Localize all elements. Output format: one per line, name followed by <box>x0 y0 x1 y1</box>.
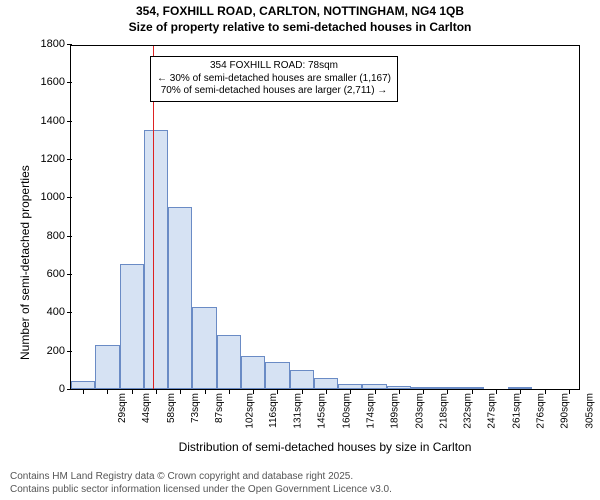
x-tick-label: 261sqm <box>511 393 522 429</box>
y-tick-label: 1800 <box>41 38 71 50</box>
x-tick-label: 73sqm <box>190 393 201 423</box>
histogram-bar <box>71 381 95 389</box>
x-tick-mark <box>350 389 351 394</box>
chart-title: 354, FOXHILL ROAD, CARLTON, NOTTINGHAM, … <box>0 4 600 35</box>
x-tick-label: 218sqm <box>438 393 449 429</box>
annotation-line-1: 354 FOXHILL ROAD: 78sqm <box>157 60 391 73</box>
x-tick-label: 203sqm <box>414 393 425 429</box>
annotation-line-2: ← 30% of semi-detached houses are smalle… <box>157 73 391 86</box>
x-tick-mark <box>180 389 181 394</box>
title-line-1: 354, FOXHILL ROAD, CARLTON, NOTTINGHAM, … <box>0 4 600 20</box>
histogram-bar <box>168 207 192 389</box>
x-tick-mark <box>520 389 521 394</box>
x-tick-mark <box>107 389 108 394</box>
y-tick-label: 0 <box>59 383 71 395</box>
y-axis-label: Number of semi-detached properties <box>18 165 32 360</box>
x-tick-label: 145sqm <box>317 393 328 429</box>
y-tick-label: 1000 <box>41 191 71 203</box>
histogram-bar <box>241 356 265 389</box>
y-tick-label: 200 <box>47 345 71 357</box>
y-tick-label: 400 <box>47 306 71 318</box>
x-tick-mark <box>496 389 497 394</box>
x-tick-label: 29sqm <box>117 393 128 423</box>
footer-attribution: Contains HM Land Registry data © Crown c… <box>10 470 392 496</box>
x-tick-label: 116sqm <box>268 393 279 428</box>
x-axis-label: Distribution of semi-detached houses by … <box>70 440 580 454</box>
x-tick-mark <box>399 389 400 394</box>
x-tick-label: 247sqm <box>487 393 498 429</box>
x-tick-label: 290sqm <box>560 393 571 429</box>
x-tick-label: 189sqm <box>390 393 401 429</box>
x-tick-mark <box>472 389 473 394</box>
x-tick-mark <box>277 389 278 394</box>
x-tick-label: 44sqm <box>141 393 152 423</box>
x-tick-label: 305sqm <box>584 393 595 429</box>
x-tick-mark <box>569 389 570 394</box>
x-tick-label: 232sqm <box>463 393 474 429</box>
x-tick-label: 102sqm <box>244 393 255 429</box>
chart-container: { "title_line1": "354, FOXHILL ROAD, CAR… <box>0 0 600 500</box>
y-tick-label: 800 <box>47 230 71 242</box>
annotation-box: 354 FOXHILL ROAD: 78sqm ← 30% of semi-de… <box>150 56 398 102</box>
histogram-bar <box>120 264 144 389</box>
y-tick-label: 1200 <box>41 153 71 165</box>
x-tick-mark <box>253 389 254 394</box>
histogram-bar <box>290 370 314 389</box>
x-tick-mark <box>423 389 424 394</box>
histogram-bar <box>144 130 168 389</box>
histogram-bar <box>314 378 338 390</box>
footer-line-2: Contains public sector information licen… <box>10 483 392 496</box>
x-tick-label: 276sqm <box>536 393 547 429</box>
x-tick-mark <box>375 389 376 394</box>
x-tick-mark <box>205 389 206 394</box>
x-tick-mark <box>83 389 84 394</box>
y-tick-label: 1400 <box>41 115 71 127</box>
x-tick-mark <box>302 389 303 394</box>
x-tick-mark <box>229 389 230 394</box>
x-tick-label: 160sqm <box>341 393 352 429</box>
y-tick-label: 1600 <box>41 76 71 88</box>
x-tick-mark <box>132 389 133 394</box>
annotation-line-3: 70% of semi-detached houses are larger (… <box>157 85 391 98</box>
footer-line-1: Contains HM Land Registry data © Crown c… <box>10 470 392 483</box>
x-tick-mark <box>447 389 448 394</box>
x-tick-mark <box>156 389 157 394</box>
x-tick-label: 174sqm <box>366 393 377 429</box>
title-line-2: Size of property relative to semi-detach… <box>0 20 600 36</box>
histogram-bar <box>217 335 241 389</box>
x-tick-mark <box>545 389 546 394</box>
histogram-bar <box>95 345 119 389</box>
x-tick-label: 58sqm <box>166 393 177 423</box>
x-tick-mark <box>326 389 327 394</box>
y-tick-label: 600 <box>47 268 71 280</box>
x-tick-label: 87sqm <box>214 393 225 423</box>
histogram-bar <box>192 307 216 389</box>
x-tick-label: 131sqm <box>293 393 304 429</box>
histogram-bar <box>265 362 289 389</box>
